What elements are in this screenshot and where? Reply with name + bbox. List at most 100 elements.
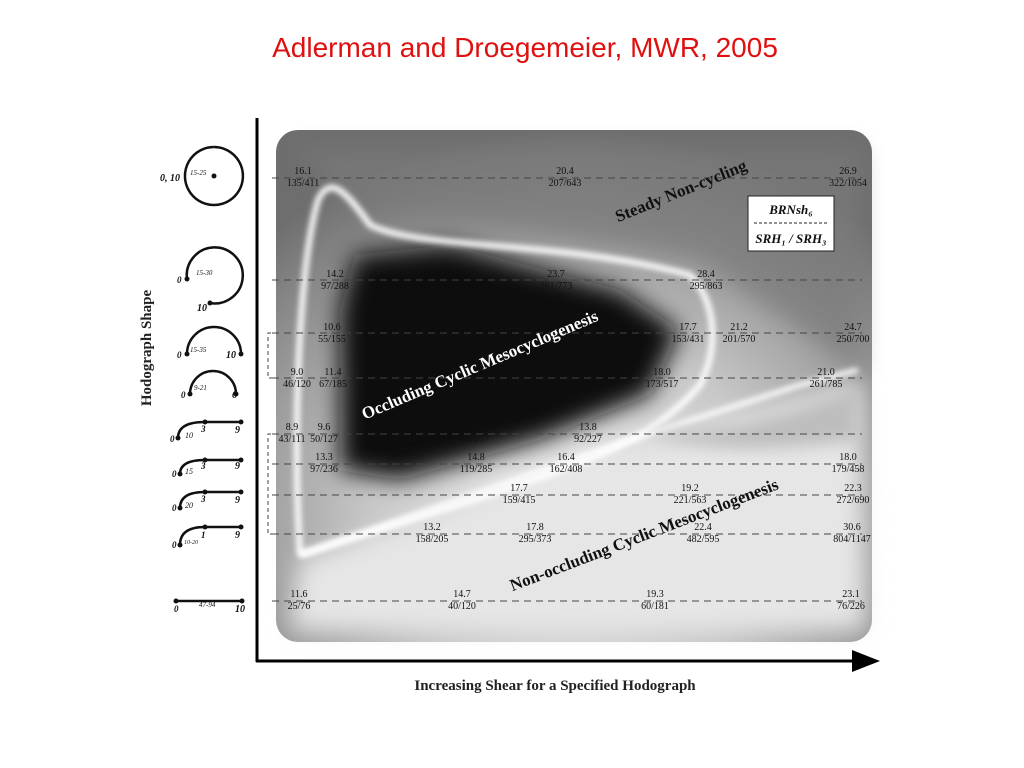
point-ratio: 272/690 [837,495,870,506]
point-ratio: 261/773 [540,281,573,292]
point-ratio: 67/185 [319,379,347,390]
hodograph-point [202,489,208,495]
point-ratio: 55/155 [318,334,346,345]
hodograph-point [238,419,244,425]
x-axis-arrow [852,650,880,672]
point-value: 9.6 [318,422,331,433]
legend-bottom: SRH₁ / SRH₃ [755,231,826,246]
hodograph-label: 0 [172,503,177,513]
hodograph-label: 15-30 [196,269,213,277]
hodograph-label: 10 [185,431,193,440]
row-bracket [267,332,278,535]
point-value: 13.3 [315,452,333,463]
x-axis-label: Increasing Shear for a Specified Hodogra… [414,678,696,694]
point-ratio: 173/517 [646,379,679,390]
point-value: 13.8 [579,422,597,433]
point-value: 11.4 [324,367,341,378]
hodograph-point [238,457,244,463]
hodograph-point [177,471,183,477]
hodograph-label: 6 [232,390,237,401]
upper-band [300,150,860,370]
point-value: 16.1 [294,166,312,177]
point-value: 10.6 [323,322,341,333]
point-value: 19.2 [681,483,699,494]
diagram: Increasing Shear for a Specified Hodogra… [139,118,880,694]
point-value: 8.9 [286,422,299,433]
point-ratio: 123/372 [492,379,525,390]
hodograph-label: 1 [201,530,206,540]
boundary-occluding [293,184,716,558]
hodograph-point [184,276,190,282]
hodograph-label: 0 [170,434,175,444]
hodograph-label: 9 [235,530,240,541]
hodograph-label: 3 [200,461,206,471]
hodograph-label: 0 [177,350,182,360]
point-value: 17.7 [510,483,528,494]
legend-top: BRNsh₆ [768,202,813,217]
hodograph-label: 0 [181,390,186,400]
point-value: 26.9 [839,166,857,177]
hodograph [185,325,243,355]
point-value: 15.0 [499,367,517,378]
hodograph-label: 0 [172,469,177,479]
point-value: 19.3 [646,589,664,600]
point-value: 18.0 [653,367,671,378]
hodograph-label: 3 [200,424,206,434]
point-ratio: 201/570 [723,334,756,345]
side-region [640,385,858,449]
point-ratio: 153/431 [672,334,705,345]
point-value: 13.2 [423,522,441,533]
point-value: 9.0 [291,367,304,378]
hodograph-label: 0 [177,275,182,285]
hodograph-label: 15 [185,467,193,476]
point-ratio: 25/76 [288,601,311,612]
point-value: 24.7 [844,322,862,333]
point-ratio: 207/643 [549,178,582,189]
point-ratio: 804/1147 [833,534,870,545]
point-value: 17.8 [526,522,544,533]
point-value: 21.2 [730,322,748,333]
hodograph-point [207,300,213,306]
point-value: 14.7 [453,589,471,600]
hodograph-label: 9 [235,425,240,436]
point-ratio: 50/127 [310,434,338,445]
point-ratio: 482/595 [687,534,720,545]
hodograph-point [187,391,193,397]
point-ratio: 135/411 [287,178,319,189]
point-ratio: 92/227 [574,434,602,445]
point-ratio: 87/244 [494,334,522,345]
point-value: 18.0 [839,452,857,463]
point-value: 23.1 [842,589,860,600]
hodograph-point [238,524,244,530]
point-ratio: 84/207 [461,434,489,445]
hodograph-point [211,173,217,179]
hodograph-label: 10-20 [184,540,198,546]
hodograph-label: 15-25 [190,169,207,177]
hodograph [185,246,245,305]
hodograph-point [238,489,244,495]
hodograph-label: 10 [235,604,245,615]
point-ratio: 159/415 [503,495,536,506]
hodograph-point [202,524,208,530]
point-ratio: 76/226 [837,601,865,612]
point-ratio: 250/700 [837,334,870,345]
point-value: 22.4 [694,522,712,533]
point-ratio: 322/1054 [829,178,867,189]
hodograph-label: 20 [185,501,193,510]
hodograph-label: 15-35 [190,346,207,354]
point-ratio: 179/458 [832,464,865,475]
point-value: 21.0 [817,367,835,378]
hodograph-label: 0, 10 [160,173,180,184]
hodograph-point [173,598,179,604]
point-ratio: 119/285 [460,464,492,475]
hodograph-label: 0 [174,604,179,614]
hodograph-point [177,505,183,511]
point-value: 16.4 [557,452,575,463]
hodograph-label: 9 [235,461,240,472]
point-value: 13.4 [499,322,517,333]
point-ratio: 58/144 [388,434,416,445]
hodograph-label: 10 [226,350,236,361]
point-value: 12.0 [466,422,484,433]
point-value: 28.4 [697,269,715,280]
